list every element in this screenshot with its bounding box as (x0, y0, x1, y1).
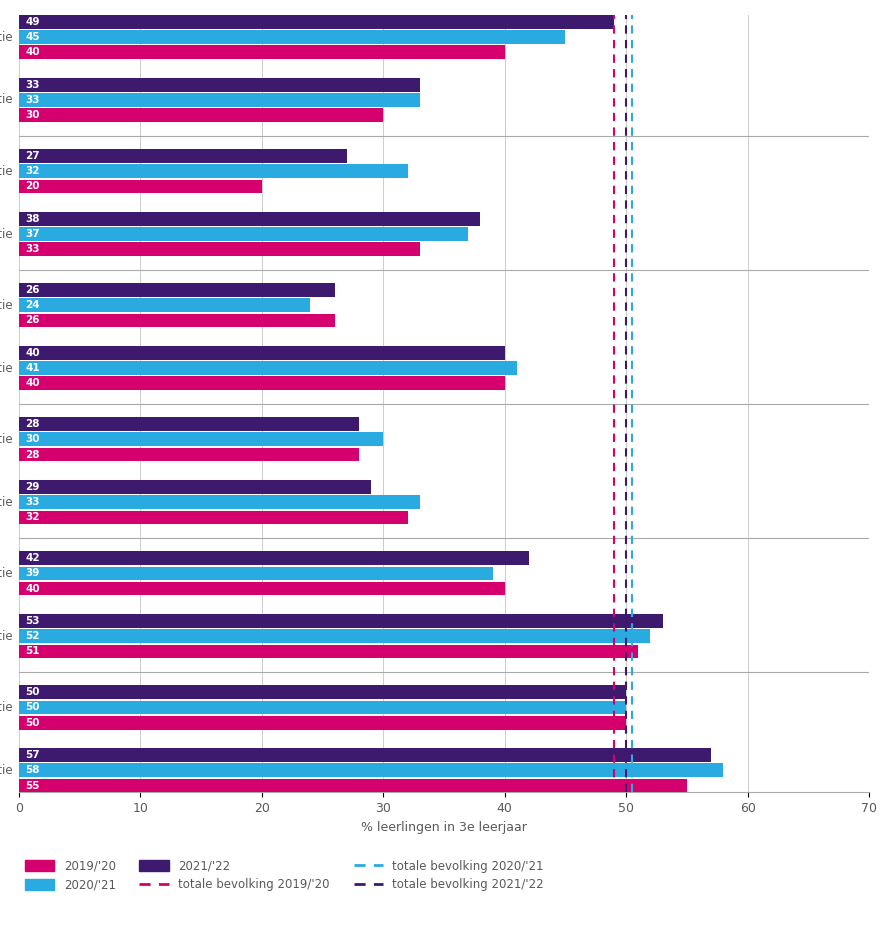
Bar (19, 686, 626, 699)
Text: 1e generatie: 1e generatie (0, 567, 12, 580)
Bar (19, 582, 505, 595)
Bar (19, 645, 639, 658)
Text: 29: 29 (25, 482, 39, 492)
Bar (19, 480, 371, 494)
Bar (19, 376, 505, 390)
Bar (19, 764, 723, 777)
Text: 50: 50 (25, 687, 39, 697)
Text: 1e generatie: 1e generatie (0, 433, 12, 446)
Bar (19, 510, 408, 524)
Text: 51: 51 (25, 647, 39, 656)
Bar (19, 552, 529, 565)
Text: 50: 50 (25, 703, 39, 713)
Text: 1e generatie: 1e generatie (0, 299, 12, 312)
Text: 53: 53 (25, 616, 39, 626)
Bar (19, 93, 420, 107)
Text: 26: 26 (25, 316, 39, 325)
Bar (19, 701, 626, 715)
Text: 40: 40 (25, 584, 40, 593)
Text: 45: 45 (25, 32, 40, 42)
Text: 55: 55 (25, 781, 39, 790)
Bar (19, 283, 334, 297)
Text: 37: 37 (25, 229, 40, 239)
Text: 33: 33 (25, 244, 39, 255)
Text: 39: 39 (25, 569, 39, 578)
Bar (19, 149, 347, 163)
Bar (19, 227, 468, 240)
Text: 32: 32 (25, 166, 39, 176)
Text: 40: 40 (25, 348, 40, 358)
Bar (19, 45, 505, 59)
Text: 33: 33 (25, 95, 39, 105)
Text: 2e generatie: 2e generatie (0, 361, 12, 374)
Bar (19, 716, 626, 730)
Bar (19, 417, 359, 431)
Bar (19, 614, 663, 628)
Bar (19, 779, 687, 792)
Text: 52: 52 (25, 631, 39, 641)
Text: 38: 38 (25, 214, 39, 223)
Bar (19, 298, 310, 312)
Text: 2e generatie: 2e generatie (0, 227, 12, 240)
Bar (19, 361, 516, 375)
Bar (19, 433, 384, 446)
Text: 40: 40 (25, 47, 40, 58)
Text: 33: 33 (25, 497, 39, 507)
Bar (19, 179, 262, 193)
Text: 57: 57 (25, 750, 40, 760)
Bar (19, 15, 614, 28)
Text: 1e generatie: 1e generatie (0, 701, 12, 714)
X-axis label: % leerlingen in 3e leerjaar: % leerlingen in 3e leerjaar (361, 820, 527, 834)
Text: 49: 49 (25, 17, 39, 26)
Bar (19, 495, 420, 509)
Text: 24: 24 (25, 300, 40, 310)
Text: 20: 20 (25, 181, 39, 191)
Bar (19, 108, 384, 122)
Text: 30: 30 (25, 110, 39, 120)
Text: 41: 41 (25, 363, 40, 373)
Bar (19, 748, 711, 762)
Bar (19, 346, 505, 360)
Text: 42: 42 (25, 554, 40, 563)
Text: 27: 27 (25, 151, 40, 161)
Bar (19, 164, 408, 178)
Text: 50: 50 (25, 718, 39, 728)
Text: 33: 33 (25, 80, 39, 90)
Text: 40: 40 (25, 378, 40, 389)
Text: 30: 30 (25, 435, 39, 444)
Text: 32: 32 (25, 512, 39, 522)
Bar (19, 242, 420, 256)
Text: 2e generatie: 2e generatie (0, 93, 12, 107)
Text: 28: 28 (25, 450, 39, 459)
Text: 28: 28 (25, 419, 39, 429)
Text: 1e generatie: 1e generatie (0, 165, 12, 177)
Bar (19, 30, 566, 44)
Bar (19, 314, 334, 327)
Text: 58: 58 (25, 766, 39, 775)
Bar (19, 78, 420, 91)
Text: 26: 26 (25, 285, 39, 295)
Bar (19, 448, 359, 461)
Text: 2e generatie: 2e generatie (0, 630, 12, 643)
Text: 2e generatie: 2e generatie (0, 764, 12, 777)
Bar (19, 212, 481, 225)
Bar (19, 567, 492, 580)
Text: 1e generatie: 1e generatie (0, 30, 12, 43)
Bar (19, 629, 650, 643)
Text: 2e generatie: 2e generatie (0, 496, 12, 508)
Legend: 2019/'20, 2020/'21, 2021/'22, totale bevolking 2019/'20, totale bevolking 2020/': 2019/'20, 2020/'21, 2021/'22, totale bev… (25, 860, 544, 891)
